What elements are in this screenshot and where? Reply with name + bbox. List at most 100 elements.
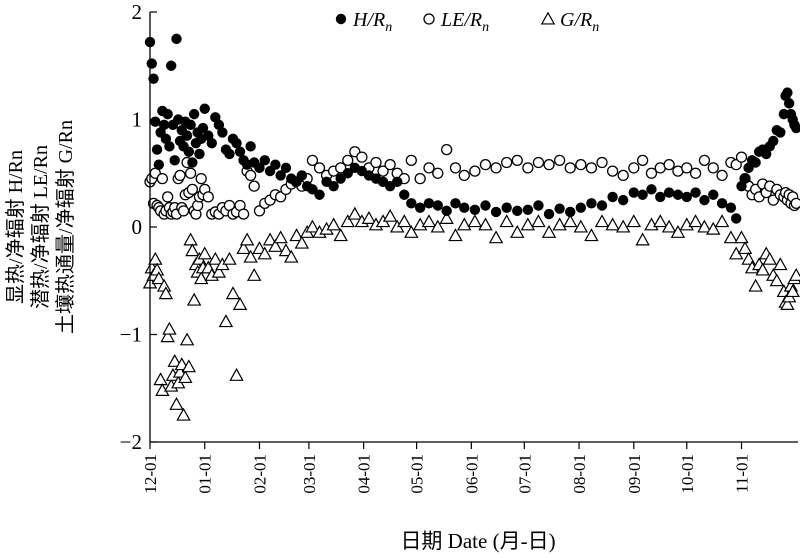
x-axis-label: 日期 Date (月-日) (400, 529, 555, 553)
data-point (707, 162, 719, 174)
data-point (768, 135, 779, 147)
data-point (314, 189, 325, 200)
x-tick-label: 05-01 (408, 454, 427, 494)
data-point (457, 217, 472, 231)
data-point (206, 137, 217, 149)
x-tick-label: 12-01 (141, 454, 160, 494)
data-point (151, 144, 163, 155)
data-point (554, 203, 565, 214)
legend-marker (423, 13, 435, 25)
data-point (596, 200, 608, 211)
data-point (156, 172, 169, 185)
data-point (723, 230, 739, 244)
data-point (165, 60, 177, 71)
data-point (564, 162, 576, 174)
data-point (449, 162, 462, 174)
data-point (725, 202, 737, 213)
data-point (268, 238, 283, 252)
data-marks (142, 33, 800, 421)
data-point (553, 154, 566, 167)
data-point (342, 154, 354, 167)
data-point (169, 396, 184, 410)
data-point (681, 191, 692, 203)
data-point (469, 204, 481, 215)
data-point (646, 184, 657, 195)
data-point (575, 158, 587, 171)
data-point (174, 169, 186, 182)
data-point (469, 165, 481, 177)
data-point (607, 191, 618, 203)
data-point (510, 224, 525, 238)
data-point (421, 214, 437, 228)
data-point (185, 119, 196, 131)
y-axis-label-line: 土壤热通量/净辐射 G/Rn (54, 120, 77, 334)
data-point (306, 154, 319, 167)
legend-item: LE/Rn (423, 9, 489, 35)
x-tick-label: 01-01 (196, 454, 215, 494)
data-point (533, 200, 544, 211)
data-point (202, 191, 214, 203)
data-point (573, 219, 589, 233)
data-point (606, 165, 619, 177)
data-point (382, 208, 398, 222)
data-point (335, 162, 347, 174)
data-point (347, 206, 363, 220)
data-point (184, 167, 197, 179)
legend-marker (335, 13, 347, 25)
data-point (762, 251, 777, 265)
data-point (153, 159, 165, 170)
series-h-rn (144, 33, 800, 224)
data-point (162, 108, 173, 120)
data-point (195, 172, 207, 185)
data-point (278, 243, 294, 257)
data-point (225, 286, 241, 300)
data-point (245, 141, 256, 152)
data-point (672, 189, 684, 200)
legend-subscript: n (592, 20, 599, 35)
data-point (459, 202, 470, 213)
data-point (231, 137, 242, 149)
y-axis-label-line: 潜热/净辐射 LE/Rn (29, 145, 52, 309)
data-point (356, 151, 368, 163)
data-point (520, 217, 536, 231)
data-point (605, 217, 620, 231)
data-point (522, 204, 534, 215)
data-point (716, 198, 728, 209)
data-point (586, 198, 597, 209)
data-point (199, 103, 210, 114)
data-point (222, 251, 237, 265)
data-point (153, 372, 168, 386)
data-point (635, 232, 650, 246)
data-point (194, 148, 205, 160)
y-axis-ticks: −2 −1 0 1 2 (120, 0, 157, 454)
data-point (414, 202, 426, 213)
data-point (296, 170, 308, 181)
data-point (234, 146, 246, 157)
data-point (585, 162, 598, 174)
data-point (333, 228, 348, 242)
data-point (236, 241, 251, 255)
data-point (289, 228, 304, 242)
data-point (783, 98, 795, 109)
data-point (734, 230, 749, 244)
data-point (735, 151, 748, 163)
data-point (790, 197, 800, 209)
data-point (307, 184, 318, 195)
data-point (440, 143, 453, 156)
data-point (405, 154, 417, 167)
data-point (706, 221, 721, 235)
legend-item: G/Rn (540, 9, 599, 35)
data-point (275, 191, 287, 203)
data-point (423, 198, 435, 209)
data-point (637, 189, 648, 200)
data-point (617, 169, 629, 182)
data-point (280, 162, 292, 174)
data-point (432, 200, 444, 211)
data-point (176, 407, 191, 421)
data-point (197, 122, 209, 134)
data-point (731, 213, 742, 224)
data-point (150, 116, 161, 127)
y-axis-label-line: 显热/净辐射 H/Rn (4, 150, 27, 304)
x-tick-label: 07-01 (515, 454, 534, 494)
data-point (342, 168, 353, 179)
